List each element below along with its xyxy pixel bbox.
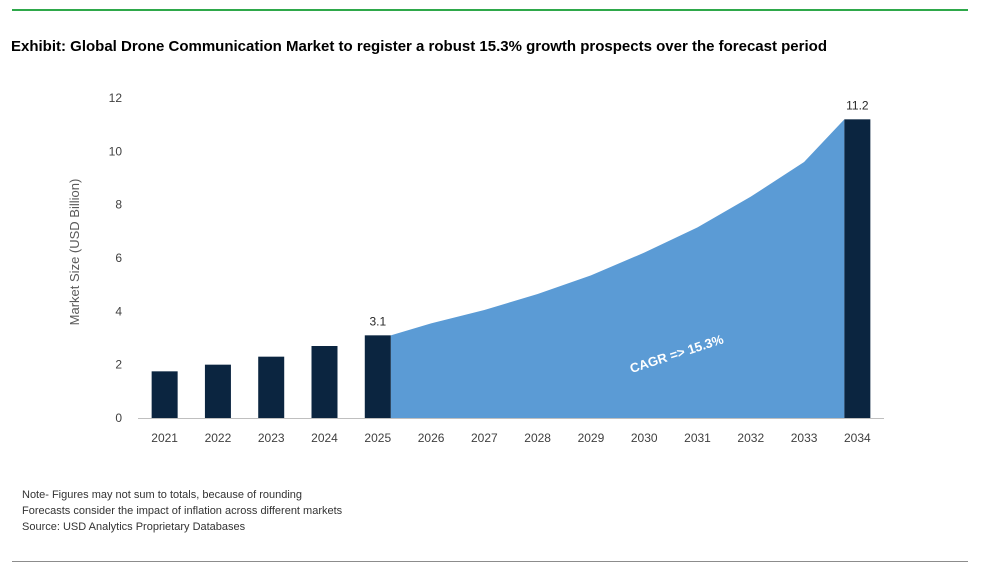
chart-title: Exhibit: Global Drone Communication Mark… [11, 38, 827, 55]
note-inflation: Forecasts consider the impact of inflati… [22, 505, 343, 517]
x-tick-label: 2023 [258, 431, 285, 445]
note-source: Source: USD Analytics Proprietary Databa… [22, 521, 246, 533]
note-rounding: Note- Figures may not sum to totals, bec… [22, 489, 303, 501]
x-tick-label: 2024 [311, 431, 338, 445]
data-label: 11.2 [846, 98, 869, 112]
bar-2034 [844, 119, 871, 418]
bar-2023 [258, 356, 285, 418]
bar-2025 [364, 335, 391, 418]
forecast-area [390, 119, 845, 418]
bottom-rule [12, 561, 968, 562]
y-tick-label: 2 [115, 358, 122, 372]
data-label: 3.1 [369, 314, 386, 328]
x-tick-label: 2034 [844, 431, 871, 445]
y-tick-label: 10 [109, 144, 123, 158]
x-tick-label: 2030 [631, 431, 658, 445]
y-tick-label: 8 [115, 198, 122, 212]
x-tick-label: 2027 [471, 431, 498, 445]
top-rule [12, 9, 968, 11]
x-tick-label: 2033 [791, 431, 818, 445]
y-tick-label: 0 [115, 411, 122, 425]
x-tick-label: 2031 [684, 431, 711, 445]
x-tick-label: 2022 [205, 431, 232, 445]
bar-2021 [151, 371, 178, 418]
x-tick-label: 2025 [364, 431, 391, 445]
y-tick-label: 4 [115, 304, 122, 318]
x-tick-label: 2032 [737, 431, 764, 445]
notes: Note- Figures may not sum to totals, bec… [22, 487, 342, 535]
bar-2024 [311, 346, 338, 418]
x-tick-label: 2029 [578, 431, 605, 445]
x-tick-label: 2028 [524, 431, 551, 445]
y-tick-label: 12 [109, 91, 123, 105]
y-axis-title: Market Size (USD Billion) [67, 179, 82, 326]
y-tick-label: 6 [115, 251, 122, 265]
x-tick-label: 2026 [418, 431, 445, 445]
x-tick-label: 2021 [151, 431, 178, 445]
bar-2022 [204, 364, 231, 418]
